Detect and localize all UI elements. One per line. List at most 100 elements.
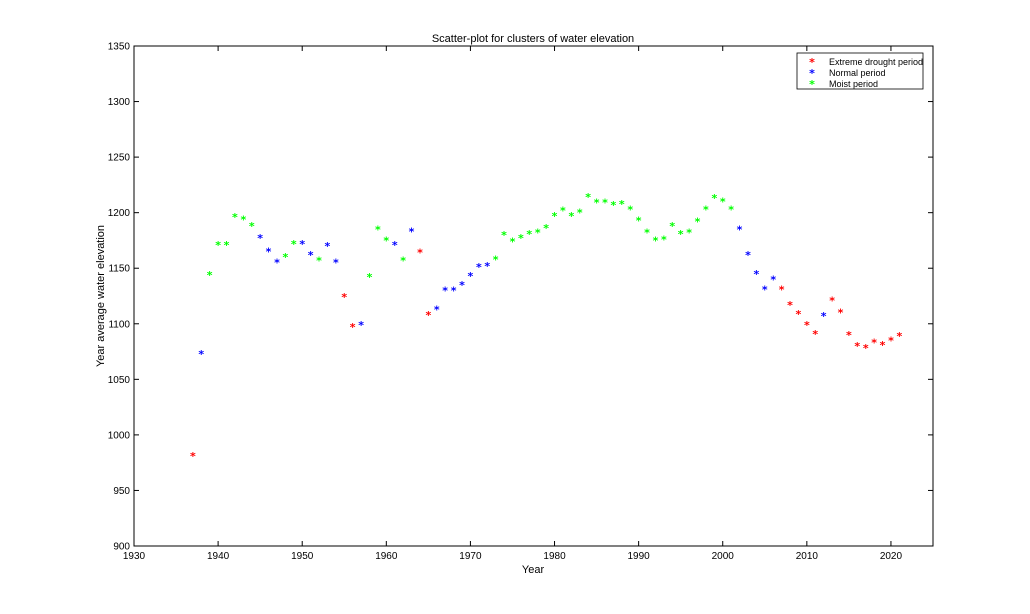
data-point: * [745,249,751,262]
data-point: * [240,213,246,226]
x-tick-label: 1930 [123,551,146,562]
data-point: * [594,197,600,210]
x-tick-label: 2020 [880,551,903,562]
data-point: * [619,198,625,211]
data-point: * [232,211,238,224]
data-point: * [308,249,314,262]
data-point: * [459,279,465,292]
data-point: * [720,196,726,209]
legend-marker: * [809,67,815,80]
y-tick-label: 1250 [108,153,131,164]
legend-marker: * [809,78,815,91]
x-tick-label: 1970 [459,551,482,562]
data-point: * [417,247,423,260]
legend-label: Moist period [829,79,878,89]
legend-marker: * [809,56,815,69]
y-tick-label: 1350 [108,42,131,53]
data-point: * [358,319,364,332]
data-point: * [400,254,406,267]
y-tick-label: 1200 [108,208,131,219]
data-point: * [661,233,667,246]
data-point: * [257,232,263,245]
y-tick-label: 1100 [108,319,130,330]
data-point: * [846,329,852,342]
data-point: * [880,339,886,352]
data-point: * [871,337,877,350]
data-point: * [375,223,381,236]
data-point: * [568,210,574,223]
data-point: * [316,254,322,267]
data-point: * [787,299,793,312]
data-point: * [695,216,701,229]
data-point: * [812,328,818,341]
data-point: * [686,227,692,240]
data-point: * [493,253,499,266]
data-point: * [552,210,558,223]
y-tick-label: 1300 [108,97,131,108]
data-point: * [577,207,583,220]
data-point: * [207,269,213,282]
data-point: * [526,228,532,241]
data-point: * [535,227,541,240]
data-point: * [636,214,642,227]
data-point: * [468,270,474,283]
data-point: * [367,271,373,284]
data-point: * [829,294,835,307]
data-point: * [863,342,869,355]
data-point: * [249,220,255,233]
data-point: * [703,203,709,216]
data-point: * [728,203,734,216]
data-point: * [325,240,331,253]
data-point: * [888,334,894,347]
data-point: * [383,234,389,247]
data-point: * [501,229,507,242]
data-point: * [341,291,347,304]
x-tick-label: 1960 [375,551,398,562]
data-point: * [266,246,272,259]
y-tick-label: 900 [113,542,130,553]
x-axis-label: Year [522,564,545,576]
data-point: * [518,232,524,245]
data-point: * [585,191,591,204]
data-point: * [737,223,743,236]
legend: * Extreme drought period * Normal period * Mo… [796,52,924,91]
data-points: ************** * * * * ************** * *** ****… [190,191,902,463]
x-tick-label: 1950 [291,551,314,562]
data-point: * [392,239,398,252]
y-tick-label: 1000 [108,430,131,441]
data-point: * [409,226,415,239]
data-point: * [476,261,482,274]
data-point: * [224,239,230,252]
data-point: * [678,228,684,241]
data-point: * [653,234,659,247]
y-axis-label: Year average water elevation [95,225,107,367]
data-point: * [854,340,860,353]
data-point: * [333,257,339,270]
data-point: * [770,273,776,286]
data-point: * [796,308,802,321]
data-point: * [510,236,516,249]
data-point: * [484,260,490,273]
data-point: * [283,251,289,264]
data-point: * [350,321,356,334]
data-point: * [779,283,785,296]
data-point: * [560,204,566,217]
plot-area [133,45,934,547]
x-axis: 1930 1940 1950 1960 1970 1980 1990 2000 2010 2020 [123,46,903,562]
legend-box [796,52,924,90]
x-tick-label: 2010 [796,551,819,562]
data-point: * [190,450,196,463]
legend-label: Extreme drought period [829,57,923,67]
legend-label: Normal period [829,68,886,78]
data-point: * [896,330,902,343]
y-tick-label: 1050 [108,375,131,386]
data-point: * [543,222,549,235]
data-point: * [838,307,844,320]
data-point: * [299,238,305,251]
y-tick-label: 950 [113,486,130,497]
x-tick-label: 2000 [712,551,735,562]
data-point: * [425,309,431,322]
data-point: * [198,348,204,361]
data-point: * [291,238,297,251]
data-point: * [821,310,827,323]
